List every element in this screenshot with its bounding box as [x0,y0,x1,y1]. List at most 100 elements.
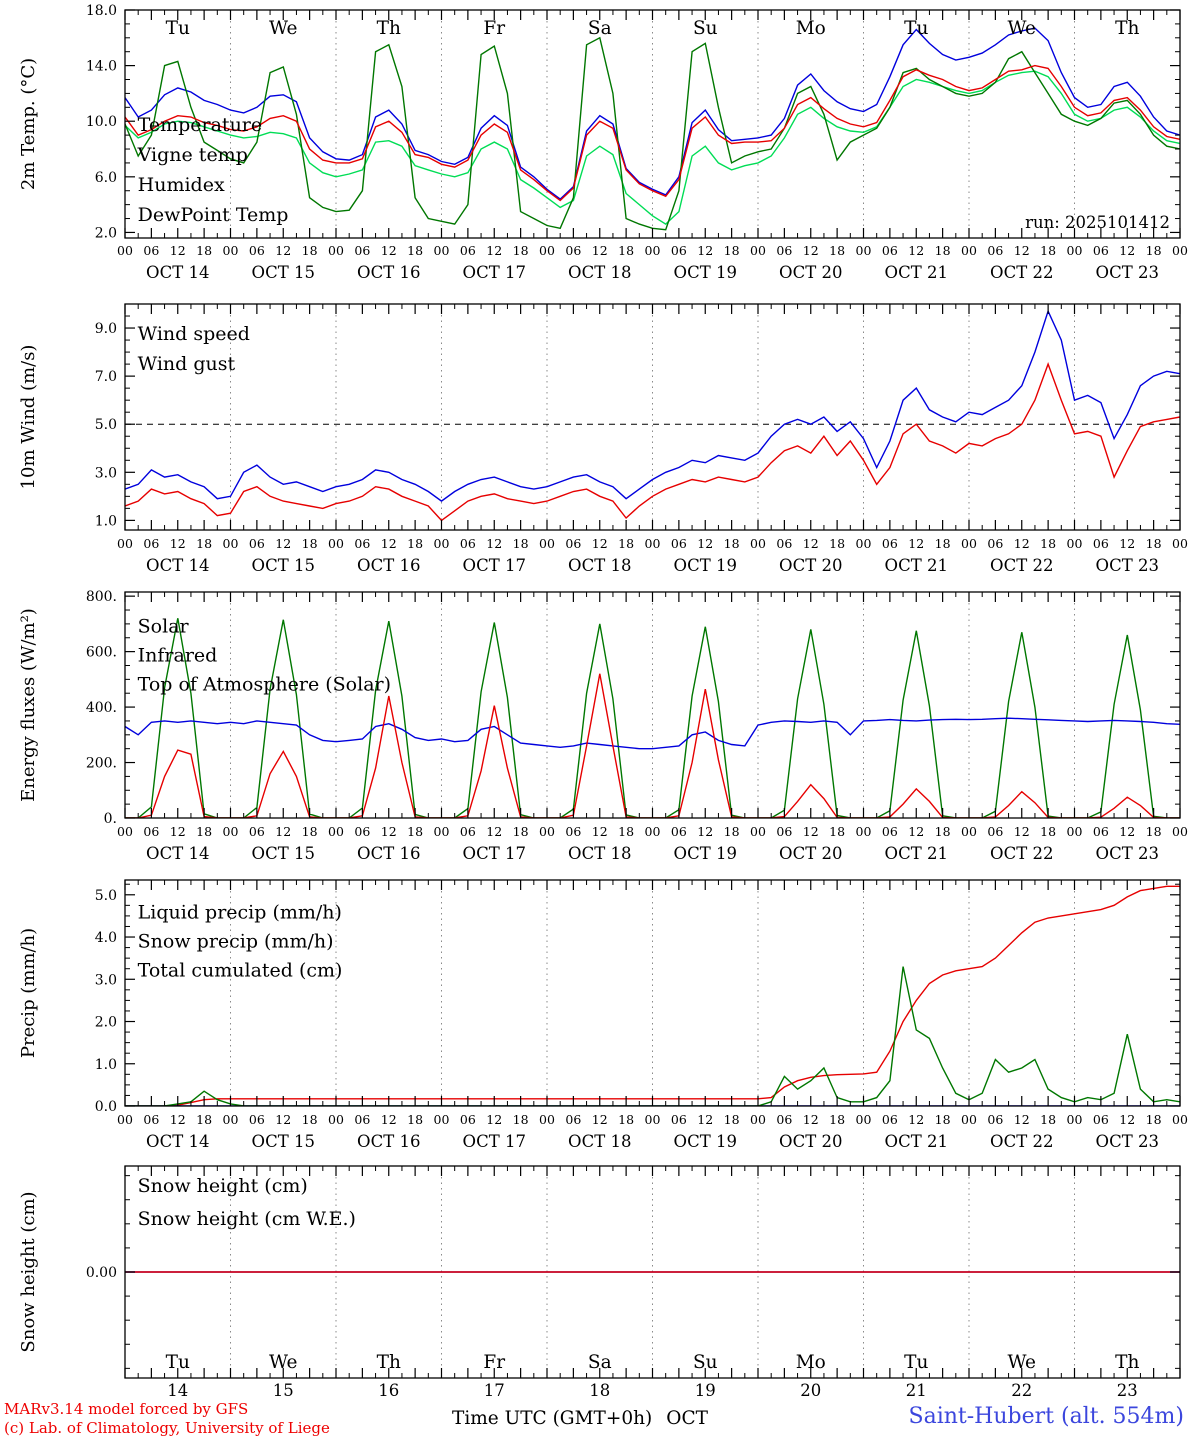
hour-tick-label: 00 [117,536,133,551]
hour-tick-label: 12 [381,243,397,258]
hour-tick-label: 18 [196,824,212,839]
date-label: OCT 15 [252,263,315,282]
hour-tick-label: 06 [143,824,159,839]
y-tick-label: 3.0 [95,972,117,988]
legend-item: Infrared [138,645,218,667]
date-label: OCT 23 [1096,556,1159,575]
date-label: OCT 22 [990,1132,1053,1151]
date-label: OCT 18 [568,1132,631,1151]
hour-tick-label: 00 [750,1112,766,1127]
hour-tick-label: 18 [724,824,740,839]
y-tick-label: 2.0 [95,1015,117,1031]
day-number-label: 21 [906,1381,927,1400]
hour-tick-label: 00 [539,536,555,551]
hour-tick-label: 12 [1014,1112,1030,1127]
hour-tick-label: 00 [856,536,872,551]
hour-tick-label: 06 [882,824,898,839]
date-label: OCT 19 [674,556,737,575]
hour-tick-label: 18 [513,243,529,258]
legend-item: Snow precip (mm/h) [138,930,334,952]
hour-tick-label: 18 [196,536,212,551]
hour-tick-label: 00 [539,824,555,839]
hour-tick-label: 12 [170,824,186,839]
hour-tick-label: 00 [434,243,450,258]
hour-tick-label: 12 [1119,824,1135,839]
day-label: We [269,18,298,39]
date-label: OCT 23 [1096,263,1159,282]
day-label: We [1008,18,1037,39]
hour-tick-label: 00 [1067,243,1083,258]
series-line-2 [125,27,1180,201]
hour-tick-label: 06 [671,243,687,258]
hour-tick-label: 12 [908,243,924,258]
hour-tick-label: 06 [460,1112,476,1127]
hour-tick-label: 06 [671,536,687,551]
series-line-1 [125,717,1180,750]
hour-tick-label: 06 [776,1112,792,1127]
hour-tick-label: 18 [196,243,212,258]
hour-tick-label: 06 [249,243,265,258]
day-number-label: 15 [273,1381,294,1400]
hour-tick-label: 18 [618,824,634,839]
legend-item: Solar [138,616,190,638]
day-label: Th [1115,1352,1139,1373]
x-axis-title: Time UTC (GMT+0h) OCT [452,1408,708,1429]
y-axis-label: Snow height (cm) [18,1191,39,1352]
y-tick-label: 600. [86,645,117,661]
date-label: OCT 18 [568,263,631,282]
hour-tick-label: 00 [1172,824,1188,839]
hour-tick-label: 12 [697,536,713,551]
hour-tick-label: 18 [829,243,845,258]
day-label: Tu [166,1352,190,1373]
legend-item: Top of Atmosphere (Solar) [138,674,391,696]
hour-tick-label: 12 [803,824,819,839]
date-label: OCT 14 [146,263,209,282]
wind-chart-svg: 1.0 3.0 5.0 7.0 9.0 00 06 12 18 00 06 12 18 00 06 12 18 0… [18,303,1188,575]
hour-tick-label: 00 [1172,1112,1188,1127]
day-number-label: 19 [695,1381,716,1400]
date-label: OCT 21 [885,844,948,863]
date-label: OCT 17 [463,1132,526,1151]
legend-item: Liquid precip (mm/h) [138,901,342,923]
day-label: Tu [904,18,928,39]
hour-tick-label: 00 [117,824,133,839]
hour-tick-label: 18 [1146,243,1162,258]
hour-tick-label: 06 [776,243,792,258]
hour-tick-label: 00 [645,824,661,839]
hour-tick-label: 06 [249,1112,265,1127]
hour-tick-label: 06 [565,1112,581,1127]
hour-tick-label: 12 [697,1112,713,1127]
hour-tick-label: 00 [1172,536,1188,551]
hour-tick-label: 12 [275,243,291,258]
hour-tick-label: 06 [354,243,370,258]
hour-tick-label: 00 [328,243,344,258]
model-credit: MARv3.14 model forced by GFS (c) Lab. of… [4,1400,330,1438]
hour-tick-label: 12 [803,1112,819,1127]
date-label: OCT 19 [674,1132,737,1151]
date-label: OCT 15 [252,844,315,863]
hour-tick-label: 06 [249,536,265,551]
day-label: Th [377,18,401,39]
hour-tick-label: 12 [381,1112,397,1127]
hour-tick-label: 12 [908,824,924,839]
date-label: OCT 20 [779,844,842,863]
hour-tick-label: 18 [935,824,951,839]
hour-tick-label: 00 [434,1112,450,1127]
date-label: OCT 18 [568,556,631,575]
hour-tick-label: 06 [987,824,1003,839]
hour-tick-label: 00 [434,824,450,839]
hour-tick-label: 18 [1146,1112,1162,1127]
legend-item: Snow height (cm) [138,1175,308,1197]
energy-panel: 0. 200. 400. 600. 800. 00 06 12 18 00 06 12 18 00 06 12… [0,584,1194,872]
date-label: OCT 20 [779,556,842,575]
hour-tick-label: 18 [724,1112,740,1127]
month-label: OCT [666,1408,708,1429]
hour-tick-label: 00 [1172,243,1188,258]
date-label: OCT 16 [357,556,420,575]
hour-tick-label: 00 [856,824,872,839]
hour-tick-label: 12 [697,824,713,839]
hour-tick-label: 00 [328,536,344,551]
hour-tick-label: 18 [302,1112,318,1127]
hour-tick-label: 00 [223,1112,239,1127]
date-label: OCT 22 [990,556,1053,575]
